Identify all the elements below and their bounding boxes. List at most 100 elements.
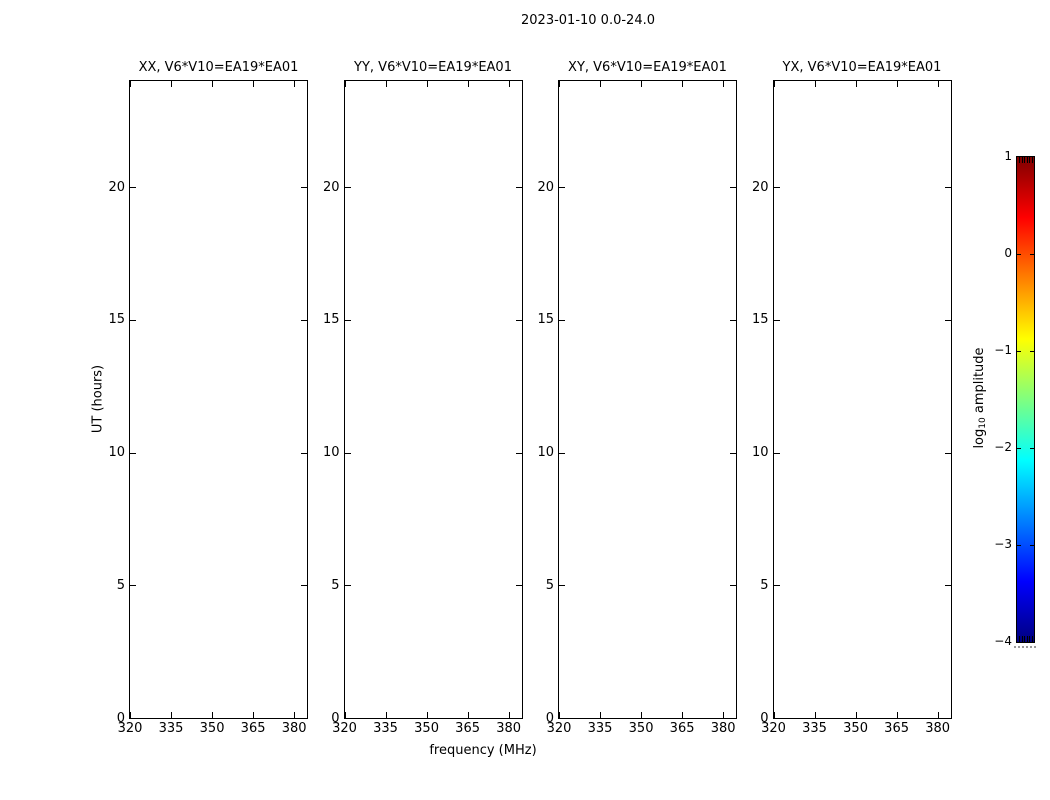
colorbar-bottom-hatch <box>1024 636 1025 642</box>
panel-y-tick-right <box>515 187 522 189</box>
panel-YX-xtick-label: 335 <box>802 721 827 736</box>
colorbar-top-hatch <box>1031 157 1033 163</box>
panel-YY-ytick-label: 20 <box>322 179 340 195</box>
x-axis-label: frequency (MHz) <box>429 743 537 758</box>
panel-x-tick-bottom <box>294 712 296 718</box>
panel-XY-title: XY, V6*V10=EA19*EA01 <box>568 60 727 75</box>
panel-x-tick-bottom <box>508 712 510 718</box>
panel-y-tick-right <box>730 319 736 321</box>
panel-x-tick-bottom <box>641 712 643 718</box>
panel-XX-title: XX, V6*V10=EA19*EA01 <box>138 60 299 75</box>
panel-YY-xtick-label: 365 <box>455 721 481 736</box>
panel-x-tick-top <box>773 81 775 87</box>
colorbar-tick-left <box>1017 351 1021 352</box>
panel-x-tick-top <box>896 81 898 87</box>
panel-YY-ytick-label: 5 <box>331 577 340 593</box>
y-axis-label: UT (hours) <box>90 364 106 434</box>
panel-XX-plot-area <box>129 80 308 719</box>
panel-y-tick-right <box>515 452 522 454</box>
panel-y-tick-right <box>301 718 307 719</box>
panel-x-tick-top <box>937 81 939 87</box>
colorbar-gradient <box>1016 156 1035 643</box>
panel-y-tick-right <box>730 187 736 189</box>
panel-y-tick-left <box>559 718 565 719</box>
panel-x-tick-bottom <box>937 712 939 718</box>
colorbar-tick-right <box>1030 254 1034 255</box>
panel-XX-xtick-label: 365 <box>240 721 266 736</box>
panel-y-tick-right <box>515 718 522 719</box>
colorbar-tick-label: −4 <box>994 633 1012 648</box>
panel-x-tick-top <box>385 81 387 87</box>
panel-x-tick-top <box>855 81 857 87</box>
panel-y-tick-left <box>344 718 351 719</box>
panel-y-tick-left <box>344 452 351 454</box>
panel-XY-xtick-label: 365 <box>669 721 695 736</box>
panel-YX-xtick-label: 365 <box>884 721 910 736</box>
panel-YX-title: YX, V6*V10=EA19*EA01 <box>782 60 942 75</box>
panel-y-tick-left <box>130 187 136 189</box>
panel-y-tick-left <box>344 585 351 587</box>
panel-y-tick-right <box>944 319 951 321</box>
panel-x-tick-bottom <box>212 712 214 718</box>
panel-XY-xtick-label: 335 <box>587 721 613 736</box>
panel-x-tick-bottom <box>344 712 346 718</box>
colorbar-label-subscript: 10 <box>978 417 988 429</box>
panel-XX-ytick-label: 5 <box>116 577 125 593</box>
panel-x-tick-top <box>253 81 255 87</box>
panel-XY-ytick-label: 0 <box>545 710 554 726</box>
panel-x-tick-bottom <box>814 712 816 718</box>
panel-x-tick-bottom <box>130 712 131 718</box>
colorbar-bottom-hatch <box>1019 636 1020 642</box>
panel-y-tick-left <box>344 319 351 321</box>
panel-YY-ytick-label: 15 <box>322 312 340 328</box>
panel-XY-ytick-label: 5 <box>545 577 554 593</box>
panel-x-tick-bottom <box>171 712 173 718</box>
colorbar-bottom-hatch <box>1021 636 1023 642</box>
panel-x-tick-top <box>600 81 602 87</box>
panel-y-tick-left <box>559 452 565 454</box>
panel-XX-ytick-label: 20 <box>108 179 125 195</box>
panel-y-tick-left <box>130 585 136 587</box>
panel-y-tick-right <box>944 452 951 454</box>
panel-x-tick-bottom <box>600 712 602 718</box>
panel-XX-ytick-label: 15 <box>108 312 125 328</box>
panel-XX-ytick-label: 0 <box>116 710 125 726</box>
panel-y-tick-right <box>730 452 736 454</box>
panel-YY-title: YY, V6*V10=EA19*EA01 <box>354 60 512 75</box>
panel-y-tick-left <box>559 187 565 189</box>
panel-XY-xtick-label: 380 <box>710 721 736 736</box>
panel-YX-xtick-label: 380 <box>925 721 951 736</box>
panel-y-tick-left <box>773 452 780 454</box>
panel-YY-plot-area <box>343 80 523 719</box>
panel-XX-xtick-label: 320 <box>117 721 143 736</box>
panel-y-tick-left <box>773 319 780 321</box>
panel-XX-xtick-label: 380 <box>281 721 307 736</box>
panel-y-tick-left <box>344 187 351 189</box>
panel-x-tick-bottom <box>426 712 428 718</box>
panel-YY-xtick-label: 350 <box>414 721 439 736</box>
panel-YX-xtick-label: 350 <box>843 721 868 736</box>
panel-y-tick-right <box>944 187 951 189</box>
panel-x-tick-bottom <box>896 712 898 718</box>
panel-x-tick-bottom <box>253 712 255 718</box>
panel-y-tick-right <box>515 319 522 321</box>
colorbar-tick-label: 1 <box>1004 148 1012 163</box>
panel-y-tick-right <box>515 585 522 587</box>
panel-x-tick-top <box>294 81 296 87</box>
panel-YX-ytick-label: 0 <box>760 710 769 726</box>
panel-YX-plot-area <box>772 80 952 719</box>
colorbar-bottom-dots <box>1014 646 1036 648</box>
panel-y-tick-left <box>773 585 780 587</box>
panel-y-tick-left <box>773 718 780 719</box>
colorbar-bottom-hatch <box>1026 636 1028 642</box>
panel-y-tick-right <box>301 585 307 587</box>
colorbar-top-hatch <box>1024 157 1025 163</box>
colorbar-top-hatch <box>1029 157 1030 163</box>
colorbar-label: log10 amplitude <box>972 347 988 448</box>
panel-x-tick-top <box>508 81 510 87</box>
colorbar-tick-label: −3 <box>994 536 1012 551</box>
panel-YY-xtick-label: 335 <box>373 721 398 736</box>
panel-XX-xtick-label: 350 <box>199 721 225 736</box>
panel-XX-xtick-label: 335 <box>158 721 184 736</box>
